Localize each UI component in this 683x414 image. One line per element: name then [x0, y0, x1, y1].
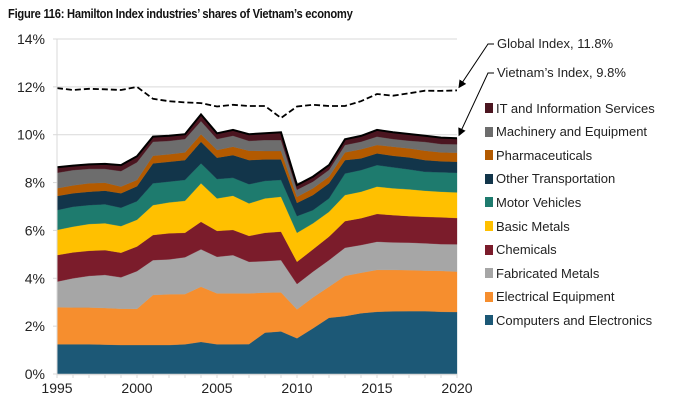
y-tick-label: 2% [25, 318, 45, 334]
legend-item-it-and-information-services: IT and Information Services [485, 100, 655, 116]
stacked-areas [56, 114, 458, 375]
legend-label: Machinery and Equipment [496, 124, 648, 140]
legend-label: Chemicals [496, 242, 557, 258]
x-tick-label: 2020 [441, 380, 472, 396]
y-tick-label: 4% [25, 270, 45, 286]
vietnam-index-arrow [458, 72, 494, 137]
vietnam-index-line [56, 112, 458, 187]
y-tick-label: 8% [25, 175, 45, 191]
legend-label: Motor Vehicles [496, 194, 582, 210]
legend-item-motor-vehicles: Motor Vehicles [485, 194, 581, 210]
x-tick-label: 2000 [121, 380, 152, 396]
legend-label: Electrical Equipment [496, 289, 615, 305]
legend-swatch [485, 173, 493, 184]
legend-item-computers-and-electronics: Computers and Electronics [485, 312, 652, 328]
legend-swatch [485, 268, 493, 279]
legend-swatch [485, 221, 493, 231]
legend-swatch [485, 197, 493, 208]
legend-label: IT and Information Services [496, 100, 655, 116]
legend-label: Pharmaceuticals [496, 147, 593, 163]
x-tick-label: 2010 [281, 380, 312, 396]
tick-labels: 0% 2% 4% 6% 8% 10% 12% 14% 1995 2000 2005 2010 2015 2… [17, 31, 473, 396]
annotation-arrows [458, 43, 494, 137]
x-tick-label: 1995 [41, 380, 72, 396]
x-tick-label: 2015 [361, 380, 392, 396]
x-tick-label: 2005 [201, 380, 232, 396]
legend-item-basic-metals: Basic Metals [485, 218, 570, 234]
legend-swatch [485, 244, 493, 255]
axes [53, 38, 458, 378]
index-lines [56, 85, 458, 187]
y-tick-label: 12% [17, 79, 45, 95]
legend-label: Basic Metals [496, 218, 570, 234]
legend-item-pharmaceuticals: Pharmaceuticals [485, 147, 592, 163]
legend-swatch [485, 150, 493, 161]
legend-label: Computers and Electronics [496, 312, 653, 328]
global-index-line [56, 85, 458, 120]
legend-item-other-transportation: Other Transportation [485, 171, 615, 187]
legend-item-machinery-and-equipment: Machinery and Equipment [485, 124, 647, 140]
legend-swatch [485, 315, 493, 326]
legend-item-chemicals: Chemicals [485, 242, 557, 258]
annotation-global-index: Global Index, 11.8% [497, 36, 614, 51]
annotation-vietnam-index: Vietnam’s Index, 9.8% [497, 65, 626, 80]
legend-label: Fabricated Metals [496, 265, 600, 281]
global-index-arrow [458, 43, 494, 89]
legend-label: Other Transportation [496, 171, 616, 187]
y-tick-label: 0% [25, 366, 45, 382]
y-tick-label: 6% [25, 222, 45, 238]
chart-title: Figure 116: Hamilton Index industries’ s… [8, 6, 353, 21]
legend-item-electrical-equipment: Electrical Equipment [485, 289, 615, 305]
legend-item-fabricated-metals: Fabricated Metals [485, 265, 599, 281]
y-tick-label: 10% [17, 127, 45, 143]
legend-swatch [485, 103, 493, 113]
legend-swatch [485, 126, 493, 137]
legend-swatch [485, 291, 493, 302]
y-tick-label: 14% [17, 31, 45, 47]
